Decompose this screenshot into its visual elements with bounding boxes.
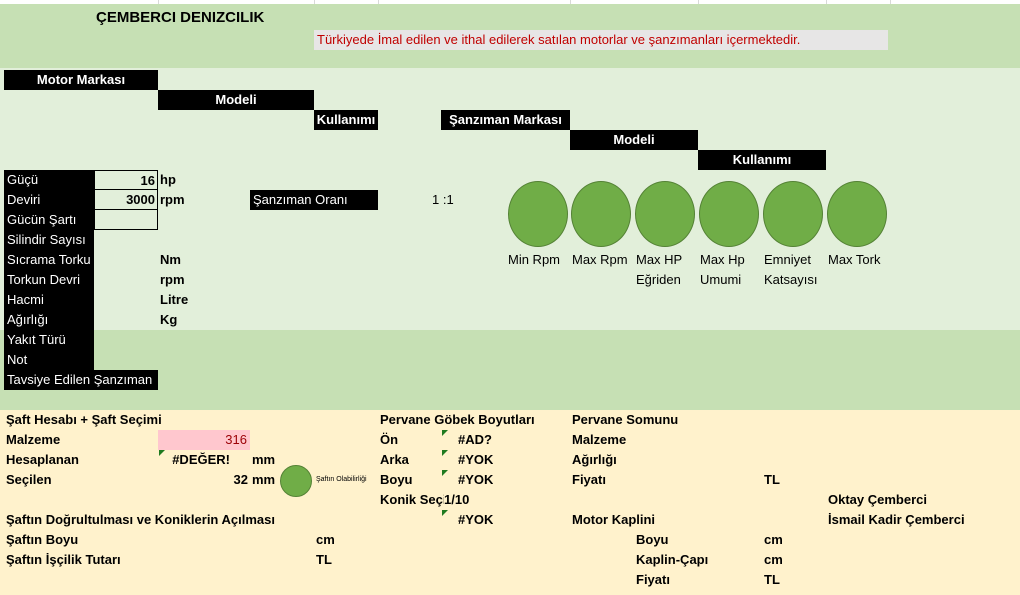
torque-rpm-unit: rpm	[160, 272, 185, 287]
credit-name-1: Oktay Çemberci	[828, 492, 927, 507]
shaft-suitability-indicator	[280, 465, 312, 497]
nut-section-title: Pervane Somunu	[572, 412, 679, 427]
coupling-diameter-label: Kaplin-Çapı	[636, 552, 709, 567]
cylinders-label: Silindir Sayısı	[4, 230, 94, 250]
hub-length-value[interactable]: #YOK	[458, 472, 494, 487]
gear-ratio-label: Şanzıman Oranı	[250, 190, 378, 210]
safety-factor-indicator	[763, 181, 823, 247]
indicator-label: Max Hp	[700, 252, 745, 267]
gearbox-usage-header[interactable]: Kullanımı	[698, 150, 826, 170]
power-condition-label: Gücün Şartı	[4, 210, 94, 230]
hub-rear-value[interactable]: #YOK	[458, 452, 494, 467]
shaft-labor-label: Şaftın İşçilik Tutarı	[6, 552, 121, 567]
coupling-section-title: Motor Kaplini	[572, 512, 656, 527]
weight-unit: Kg	[160, 312, 178, 327]
motor-usage-header[interactable]: Kullanımı	[314, 110, 378, 130]
rpm-value[interactable]: 3000	[94, 190, 158, 210]
torque-rpm-label: Torkun Devri	[4, 270, 94, 290]
rpm-unit: rpm	[160, 192, 185, 207]
nut-price-unit: TL	[764, 472, 780, 487]
gearbox-model-header[interactable]: Modeli	[570, 130, 698, 150]
recommended-gearbox-label: Tavsiye Edilen Şanzıman	[4, 370, 158, 390]
shaft-suitability-label: Şaftın Olabilirliği	[316, 476, 367, 483]
cell-comment-marker	[442, 470, 448, 476]
max-rpm-indicator	[571, 181, 631, 247]
power-unit: hp	[160, 172, 176, 187]
nut-weight-label: Ağırlığı	[572, 452, 617, 467]
shaft-selected-unit: mm	[252, 472, 276, 487]
shaft-calculated-value[interactable]: #DEĞER!	[172, 452, 230, 467]
indicator-label: Max Tork	[828, 252, 881, 267]
coupling-price-label: Fiyatı	[636, 572, 670, 587]
max-hp-curve-indicator	[635, 181, 695, 247]
indicator-label: Eğriden	[636, 272, 681, 287]
volume-unit: Litre	[160, 292, 189, 307]
motor-brand-header[interactable]: Motor Markası	[4, 70, 158, 90]
coupling-length-label: Boyu	[636, 532, 669, 547]
shaft-material-value[interactable]: 316	[158, 430, 250, 450]
cell-comment-marker	[442, 430, 448, 436]
jump-torque-unit: Nm	[160, 252, 181, 267]
nut-price-label: Fiyatı	[572, 472, 606, 487]
shaft-section-title: Şaft Hesabı + Şaft Seçimi	[6, 412, 162, 427]
hub-length-label: Boyu	[380, 472, 413, 487]
shaft-length-unit: cm	[316, 532, 335, 547]
hub-rear-label: Arka	[380, 452, 409, 467]
coupling-length-unit: cm	[764, 532, 783, 547]
note-label: Not	[4, 350, 94, 370]
subtitle-banner: Türkiyede İmal edilen ve ithal edilerek …	[314, 30, 888, 50]
shaft-calculated-label: Hesaplanan	[6, 452, 79, 467]
shaft-alignment-label: Şaftın Doğrultulması ve Koniklerin Açılm…	[6, 512, 275, 527]
shaft-length-label: Şaftın Boyu	[6, 532, 79, 547]
gearbox-brand-header[interactable]: Şanzıman Markası	[441, 110, 570, 130]
hub-section-title: Pervane Göbek Boyutları	[380, 412, 535, 427]
rpm-label: Deviri	[4, 190, 94, 210]
hub-front-value[interactable]: #AD?	[458, 432, 492, 447]
indicator-label: Min Rpm	[508, 252, 561, 267]
hub-extra-value[interactable]: #YOK	[458, 512, 494, 527]
weight-label: Ağırlığı	[4, 310, 94, 330]
jump-torque-label: Sıcrama Torku	[4, 250, 94, 270]
max-torque-indicator	[827, 181, 887, 247]
max-hp-general-indicator	[699, 181, 759, 247]
motor-model-header[interactable]: Modeli	[158, 90, 314, 110]
company-title: ÇEMBERCI DENIZCILIK	[96, 9, 265, 26]
indicator-label: Katsayısı	[764, 272, 818, 287]
volume-label: Hacmi	[4, 290, 94, 310]
hub-taper-label: Konik Seçi	[380, 492, 444, 507]
indicator-label: Max Rpm	[572, 252, 628, 267]
gear-ratio-value[interactable]: 1 :1	[432, 192, 454, 207]
indicator-label: Max HP	[636, 252, 683, 267]
coupling-diameter-unit: cm	[764, 552, 783, 567]
cell-comment-marker	[159, 450, 165, 456]
power-value[interactable]: 16	[94, 170, 158, 190]
cell-comment-marker	[442, 450, 448, 456]
cell-comment-marker	[442, 510, 448, 516]
shaft-labor-unit: TL	[316, 552, 332, 567]
shaft-calculated-unit: mm	[252, 452, 276, 467]
power-label: Güçü	[4, 170, 94, 190]
min-rpm-indicator	[508, 181, 568, 247]
hub-taper-value[interactable]: 1/10	[444, 492, 470, 507]
hub-front-label: Ön	[380, 432, 399, 447]
motor-bottom-band	[0, 330, 1020, 410]
shaft-selected-value[interactable]: 32	[233, 472, 248, 487]
nut-material-label: Malzeme	[572, 432, 627, 447]
credit-name-2: İsmail Kadir Çemberci	[828, 512, 965, 527]
fuel-label: Yakıt Türü	[4, 330, 94, 350]
indicator-label: Umumi	[700, 272, 742, 287]
indicator-label: Emniyet	[764, 252, 811, 267]
coupling-price-unit: TL	[764, 572, 780, 587]
shaft-material-label: Malzeme	[6, 432, 61, 447]
shaft-selected-label: Seçilen	[6, 472, 52, 487]
power-condition-value[interactable]	[94, 210, 158, 230]
